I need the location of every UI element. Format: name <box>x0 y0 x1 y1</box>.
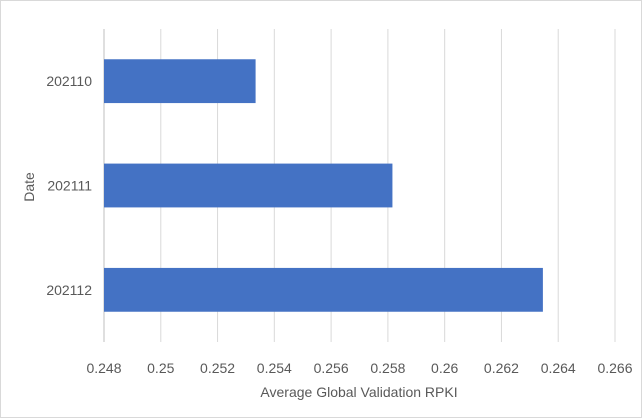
bar-202111 <box>104 163 393 208</box>
x-tick-label: 0.254 <box>257 360 292 376</box>
x-tick-label: 0.258 <box>370 360 405 376</box>
y-tick-label: 202111 <box>47 178 92 194</box>
x-tick-label: 0.264 <box>541 360 576 376</box>
y-tick-label: 202110 <box>46 73 92 89</box>
x-tick-label: 0.248 <box>86 360 121 376</box>
x-tick-label: 0.26 <box>431 360 458 376</box>
y-tick-labels: 202110 202111 202112 <box>46 73 92 298</box>
x-tick-label: 0.266 <box>597 360 632 376</box>
x-tick-label: 0.252 <box>200 360 235 376</box>
y-tick-label: 202112 <box>46 282 92 298</box>
x-tick-labels: 0.248 0.25 0.252 0.254 0.256 0.258 0.26 0.262 0.… <box>86 360 632 376</box>
bars <box>104 59 543 312</box>
bar-202112 <box>104 267 543 312</box>
x-axis-title: Average Global Validation RPKI <box>260 384 457 400</box>
x-tick-label: 0.262 <box>484 360 519 376</box>
x-tick-label: 0.25 <box>147 360 174 376</box>
bar-202110 <box>104 59 256 104</box>
y-axis-title: Date <box>21 172 37 202</box>
x-tick-label: 0.256 <box>314 360 349 376</box>
